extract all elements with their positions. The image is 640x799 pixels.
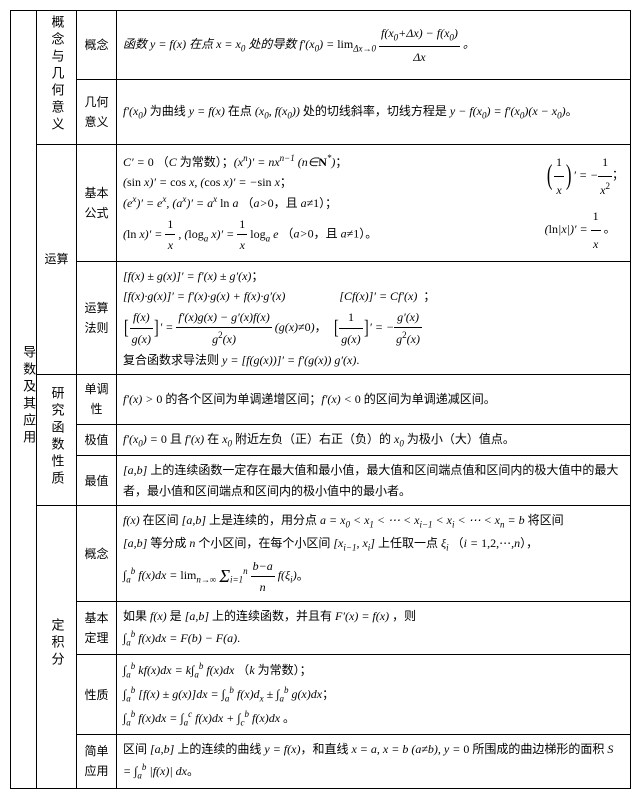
group-concept: 概念与几何意义 [37, 11, 77, 145]
row-rules-content: [f(x) ± g(x)]′ = f′(x) ± g′(x)； [f(x)·g(… [117, 261, 631, 374]
row-maxmin-label: 最值 [77, 456, 117, 506]
group-study-label: 研究函数性质 [45, 386, 67, 488]
row-app-content: 区间 [a,b] 上的连续的曲线 y = f(x)，和直线 x = a, x =… [117, 735, 631, 788]
row-rules-label: 运算法则 [77, 261, 117, 374]
group-concept-label: 概念与几何意义 [45, 15, 67, 134]
row-geom-label: 几何意义 [77, 80, 117, 145]
row-mono-label: 单调性 [77, 374, 117, 424]
row-extreme-content: f′(x0) = 0 且 f′(x) 在 x0 附近左负（正）右正（负）的 x0… [117, 424, 631, 456]
row-concept-label: 概念 [77, 11, 117, 80]
row-int-concept-label: 概念 [77, 506, 117, 602]
group-operation: 运算 [37, 145, 77, 375]
row-ftc-content: 如果 f(x) 是 [a,b] 上的连续函数，并且有 F′(x) = f(x) … [117, 602, 631, 655]
row-mono-content: f′(x) > 0 的各个区间为单调递增区间；f′(x) < 0 的区间为单调递… [117, 374, 631, 424]
group-integral-label: 定积分 [45, 618, 67, 669]
row-concept-content: 函数 y = f(x) 在点 x = x0 处的导数 f′(x0) = limΔ… [117, 11, 631, 80]
row-basic-formula-label: 基本公式 [77, 145, 117, 262]
main-sidebar: 导数及其应用 [11, 11, 37, 789]
derivative-summary-table: 导数及其应用 概念与几何意义 概念 函数 y = f(x) 在点 x = x0 … [10, 10, 631, 789]
row-int-prop-label: 性质 [77, 655, 117, 735]
sidebar-main-label: 导数及其应用 [17, 345, 39, 447]
row-basic-formula-content: C′ = 0 （C 为常数）；(xn)′ = nxn−1 (n∈N*)； (si… [117, 145, 631, 262]
row-maxmin-content: [a,b] 上的连续函数一定存在最大值和最小值，最大值和区间端点值和区间内的极大… [117, 456, 631, 506]
group-study: 研究函数性质 [37, 374, 77, 505]
row-geom-content: f′(x0) 为曲线 y = f(x) 在点 (x0, f(x0)) 处的切线斜… [117, 80, 631, 145]
row-app-label: 简单应用 [77, 735, 117, 788]
row-int-prop-content: ∫ab kf(x)dx = k∫ab f(x)dx （k 为常数）； ∫ab [… [117, 655, 631, 735]
row-ftc-label: 基本定理 [77, 602, 117, 655]
group-integral: 定积分 [37, 506, 77, 788]
row-int-concept-content: f(x) 在区间 [a,b] 上是连续的，用分点 a = x0 < x1 < ⋯… [117, 506, 631, 602]
row-extreme-label: 极值 [77, 424, 117, 456]
